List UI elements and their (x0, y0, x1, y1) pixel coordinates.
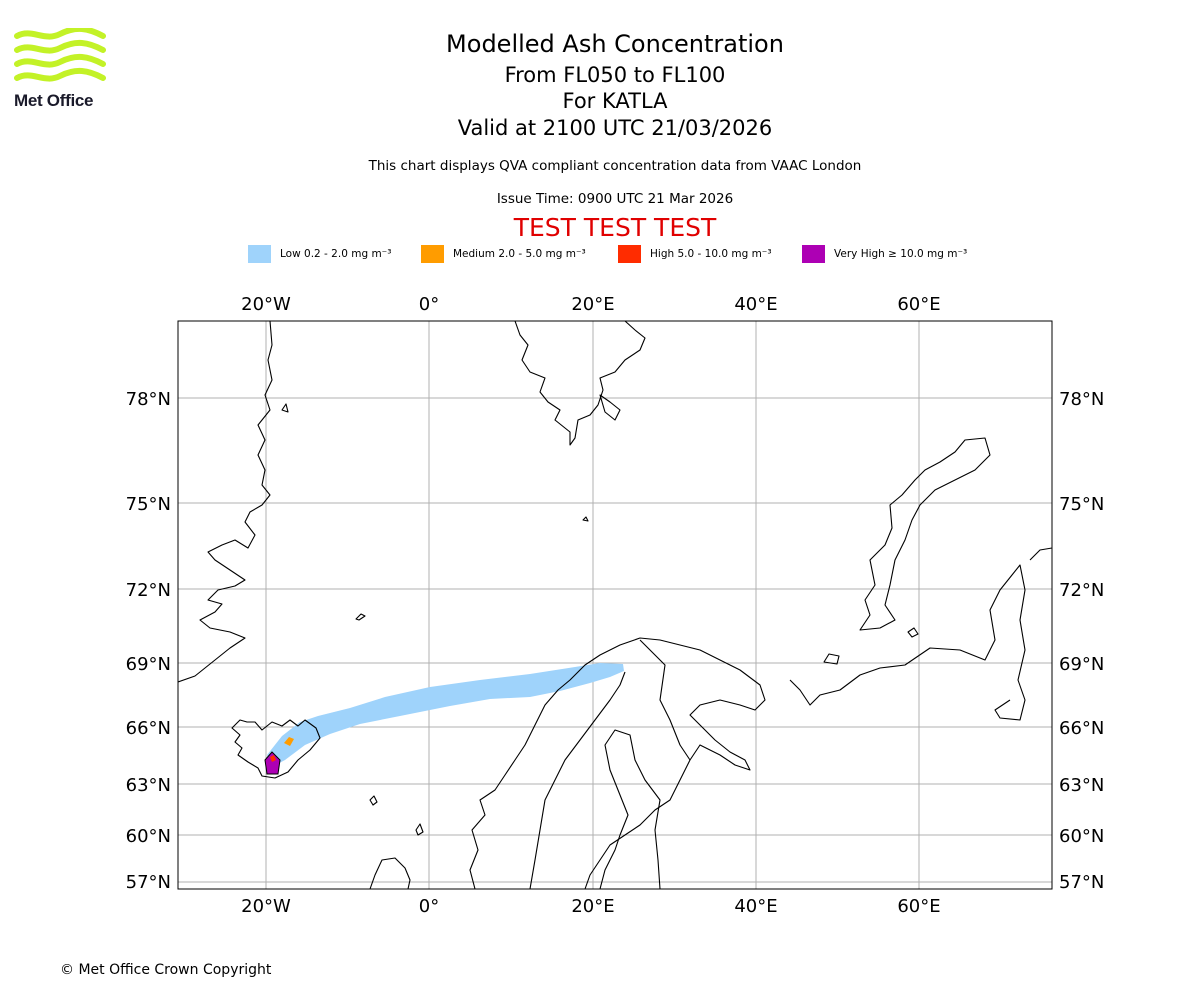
coastline-greenland-islet (281, 403, 289, 413)
lat-label: 60°N (126, 826, 171, 847)
chart-title: Modelled Ash Concentration (446, 30, 784, 58)
coastline-kolguev (823, 653, 840, 665)
lat-label: 69°N (126, 654, 171, 675)
met-office-logo (14, 28, 106, 82)
lat-label: 63°N (126, 775, 171, 796)
lat-label: 75°N (126, 494, 171, 515)
coastline-bear-island (582, 516, 589, 522)
coastline-jan-mayen (355, 613, 366, 621)
lat-label: 66°N (126, 718, 171, 739)
lat-label: 60°N (1059, 826, 1104, 847)
legend-swatch-low (248, 245, 271, 263)
issue-time: Issue Time: 0900 UTC 21 Mar 2026 (496, 191, 734, 207)
lon-label: 20°E (571, 294, 614, 315)
lat-label: 66°N (1059, 718, 1104, 739)
coastline-yamal (1029, 547, 1052, 561)
coastline-svalbard-east (599, 394, 621, 421)
coastline-scandinavia (469, 637, 766, 889)
ash-plume-medium (284, 737, 294, 746)
lon-label: 40°E (734, 896, 777, 917)
lon-label: 40°E (734, 294, 777, 315)
lat-label: 72°N (1059, 580, 1104, 601)
legend-label-low: Low 0.2 - 2.0 mg m⁻³ (280, 248, 392, 260)
legend-swatch-very-high (802, 245, 825, 263)
lon-label: 20°W (241, 896, 291, 917)
coastline-scotland (369, 857, 411, 889)
lat-label: 57°N (126, 872, 171, 893)
lat-label: 75°N (1059, 494, 1104, 515)
lat-label: 69°N (1059, 654, 1104, 675)
legend-label-very-high: Very High ≥ 10.0 mg m⁻³ (834, 248, 968, 260)
coastline-russia-east (789, 564, 1026, 721)
lat-label: 72°N (126, 580, 171, 601)
coastline-vaygach (907, 627, 919, 638)
valid-time: Valid at 2100 UTC 21/03/2026 (457, 116, 773, 140)
volcano-name: For KATLA (562, 89, 668, 113)
lon-label: 20°W (241, 294, 291, 315)
lon-label: 0° (419, 294, 439, 315)
lon-labels-top: 20°W 0° 20°E 40°E 60°E (241, 294, 940, 315)
lon-label: 60°E (897, 294, 940, 315)
lon-label: 60°E (897, 896, 940, 917)
coastline-svalbard (514, 321, 646, 446)
copyright: © Met Office Crown Copyright (60, 962, 272, 978)
qva-note: This chart displays QVA compliant concen… (368, 158, 862, 174)
coastline-bothnia (599, 729, 661, 889)
legend-label-medium: Medium 2.0 - 5.0 mg m⁻³ (453, 248, 586, 260)
test-banner: TEST TEST TEST (513, 213, 717, 242)
legend-label-high: High 5.0 - 10.0 mg m⁻³ (650, 248, 772, 260)
lat-label: 78°N (1059, 389, 1104, 410)
lon-label: 0° (419, 896, 439, 917)
met-office-wordmark: Met Office (14, 91, 94, 110)
coastline-faroe (369, 795, 378, 806)
lat-label: 78°N (126, 389, 171, 410)
ash-plume-high (270, 755, 276, 762)
coastlines (178, 321, 1052, 889)
coastline-iceland (231, 719, 321, 779)
lon-labels-bottom: 20°W 0° 20°E 40°E 60°E (241, 896, 940, 917)
lat-label: 57°N (1059, 872, 1104, 893)
ash-plume-low (267, 663, 624, 768)
legend-item-low: Low 0.2 - 2.0 mg m⁻³ (248, 244, 391, 264)
ash-plume-very-high (264, 751, 281, 775)
legend-item-medium: Medium 2.0 - 5.0 mg m⁻³ (421, 244, 586, 264)
border-finland-russia (639, 639, 691, 761)
legend-swatch-medium (421, 245, 444, 263)
lat-labels-right: 78°N 75°N 72°N 69°N 66°N 63°N 60°N 57°N (1059, 389, 1104, 893)
coastline-greenland (178, 321, 273, 683)
lon-label: 20°E (571, 896, 614, 917)
lat-labels-left: 78°N 75°N 72°N 69°N 66°N 63°N 60°N 57°N (126, 389, 171, 893)
legend-item-very-high: Very High ≥ 10.0 mg m⁻³ (802, 244, 967, 264)
flight-levels: From FL050 to FL100 (504, 63, 726, 87)
ash-map: 20°W 0° 20°E 40°E 60°E 20°W 0° 20°E 40°E… (126, 294, 1105, 917)
legend-swatch-high (618, 245, 641, 263)
gridlines (178, 321, 1052, 889)
map-frame (177, 320, 1053, 890)
border-norway (529, 671, 626, 889)
coastline-novaya-zemlya (859, 437, 991, 631)
coastline-shetland (415, 823, 424, 836)
legend-item-high: High 5.0 - 10.0 mg m⁻³ (618, 244, 772, 264)
lat-label: 63°N (1059, 775, 1104, 796)
